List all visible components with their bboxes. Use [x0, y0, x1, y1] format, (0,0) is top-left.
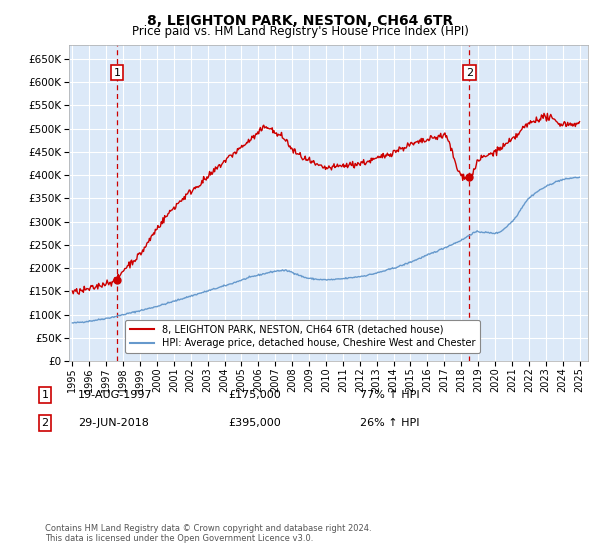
Text: 26% ↑ HPI: 26% ↑ HPI: [360, 418, 419, 428]
Text: 29-JUN-2018: 29-JUN-2018: [78, 418, 149, 428]
Text: 19-AUG-1997: 19-AUG-1997: [78, 390, 152, 400]
Text: 77% ↑ HPI: 77% ↑ HPI: [360, 390, 419, 400]
Text: 1: 1: [41, 390, 49, 400]
Text: £175,000: £175,000: [228, 390, 281, 400]
Text: Contains HM Land Registry data © Crown copyright and database right 2024.
This d: Contains HM Land Registry data © Crown c…: [45, 524, 371, 543]
Text: 8, LEIGHTON PARK, NESTON, CH64 6TR: 8, LEIGHTON PARK, NESTON, CH64 6TR: [147, 14, 453, 28]
Legend: 8, LEIGHTON PARK, NESTON, CH64 6TR (detached house), HPI: Average price, detache: 8, LEIGHTON PARK, NESTON, CH64 6TR (deta…: [125, 320, 480, 353]
Text: 2: 2: [41, 418, 49, 428]
Text: 2: 2: [466, 68, 473, 78]
Text: Price paid vs. HM Land Registry's House Price Index (HPI): Price paid vs. HM Land Registry's House …: [131, 25, 469, 38]
Text: 1: 1: [113, 68, 121, 78]
Text: £395,000: £395,000: [228, 418, 281, 428]
